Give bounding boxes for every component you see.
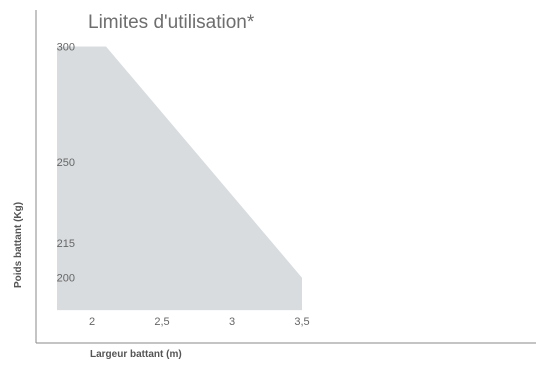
y-tick-label: 300	[57, 42, 75, 54]
x-tick-label: 2	[89, 316, 95, 328]
chart-title: Limites d'utilisation*	[88, 12, 255, 33]
allowed-range-area	[57, 46, 302, 311]
x-tick-label: 2,5	[154, 316, 169, 328]
x-tick-labels: 2 2,5 3 3,5	[89, 316, 310, 328]
y-tick-labels: 300 250 215 200	[57, 42, 75, 285]
y-tick-label: 200	[57, 273, 75, 285]
x-tick-label: 3,5	[294, 316, 309, 328]
y-tick-label: 215	[57, 238, 75, 250]
x-axis-label: Largeur battant (m)	[90, 349, 182, 360]
y-tick-label: 250	[57, 157, 75, 169]
x-tick-label: 3	[229, 316, 235, 328]
y-axis-label: Poids battant (Kg)	[13, 202, 24, 288]
